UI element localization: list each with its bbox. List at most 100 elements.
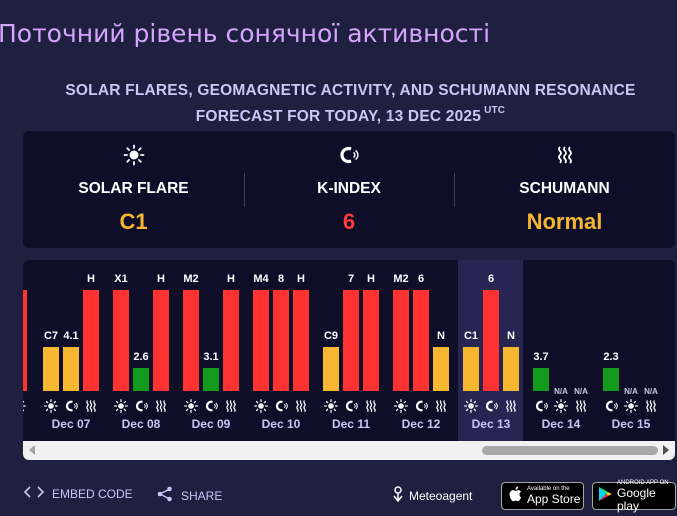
solar-flare-bar[interactable] bbox=[603, 368, 619, 391]
embed-code-button[interactable]: EMBED CODE bbox=[23, 486, 133, 501]
sun-icon bbox=[114, 399, 128, 413]
meteoagent-link[interactable]: Meteoagent bbox=[392, 486, 472, 505]
horizontal-scrollbar[interactable] bbox=[23, 441, 675, 460]
scroll-right-arrow-icon[interactable] bbox=[663, 445, 669, 455]
magnet-icon bbox=[534, 399, 548, 413]
solar-flare-bar[interactable] bbox=[463, 347, 479, 391]
bar-value-label: C7 bbox=[43, 330, 59, 342]
summary-divider bbox=[454, 173, 455, 207]
subtitle-line-1: SOLAR FLARES, GEOMAGNETIC ACTIVITY, AND … bbox=[65, 82, 636, 99]
solar-flare-bar[interactable] bbox=[113, 290, 129, 391]
bar-value-label: N/A bbox=[624, 387, 638, 396]
bar-value-label: 8 bbox=[277, 273, 285, 285]
meteoagent-brand: Meteoagent bbox=[409, 488, 473, 503]
subtitle-date: FORECAST FOR TODAY, 13 DEC 2025 bbox=[195, 108, 482, 125]
bar-value-label: C9 bbox=[323, 330, 339, 342]
bar-value-label: H bbox=[87, 273, 95, 285]
schumann-wave-icon bbox=[224, 399, 238, 413]
schumann-wave-icon bbox=[294, 399, 308, 413]
magnet-icon bbox=[484, 399, 498, 413]
bar-value-label: H bbox=[297, 273, 305, 285]
sun-icon bbox=[394, 399, 408, 413]
sun-icon bbox=[23, 399, 26, 413]
solar-flare-bar[interactable] bbox=[183, 290, 199, 391]
google-play-badge[interactable]: ANDROID APP ON Google play bbox=[592, 480, 676, 513]
k-index-bar[interactable] bbox=[203, 368, 219, 391]
summary-label: SCHUMANN bbox=[519, 180, 610, 197]
summary-value: C1 bbox=[119, 209, 148, 234]
solar-flare-bar[interactable] bbox=[253, 290, 269, 391]
apple-icon bbox=[508, 485, 522, 507]
bar-value-label: H bbox=[157, 273, 165, 285]
sun-icon bbox=[254, 399, 268, 413]
schumann-wave-icon bbox=[644, 399, 658, 413]
sun-icon bbox=[554, 399, 568, 413]
summary-k-index: K-INDEX 6 bbox=[244, 131, 454, 248]
bar-value-label: 2.6 bbox=[133, 351, 149, 363]
k-index-bar[interactable] bbox=[343, 290, 359, 391]
embed-code-label: EMBED CODE bbox=[52, 486, 133, 501]
solar-flare-bar[interactable] bbox=[323, 347, 339, 391]
solar-flare-bar[interactable] bbox=[533, 368, 549, 391]
bar-value-label: C1 bbox=[463, 330, 479, 342]
meteoagent-logo-icon bbox=[392, 486, 404, 505]
schumann-bar[interactable] bbox=[223, 290, 239, 391]
magnet-icon bbox=[344, 399, 358, 413]
day-date-label: Dec 12 bbox=[401, 417, 441, 431]
sun-icon bbox=[464, 399, 478, 413]
summary-label: K-INDEX bbox=[317, 180, 381, 197]
k-index-bar[interactable] bbox=[273, 290, 289, 391]
schumann-wave-icon bbox=[454, 144, 675, 166]
k-index-bar[interactable] bbox=[133, 368, 149, 391]
bar-value-label: N/A bbox=[644, 387, 658, 396]
app-store-text: App Store bbox=[527, 492, 581, 506]
app-store-badge[interactable]: Available on the App Store bbox=[501, 482, 584, 510]
subtitle-line-2: FORECAST FOR TODAY, 13 DEC 2025 UTC bbox=[24, 101, 677, 127]
k-index-bar[interactable] bbox=[413, 290, 429, 391]
day-date-label: Dec 08 bbox=[121, 417, 161, 431]
summary-panel: SOLAR FLARE C1 K-INDEX 6 SCHUMANN Normal bbox=[23, 131, 675, 248]
schumann-wave-icon bbox=[364, 399, 378, 413]
bar-value-label: 3.1 bbox=[203, 351, 219, 363]
bar-value-label: 3.7 bbox=[533, 351, 549, 363]
bar-value-label: H bbox=[367, 273, 375, 285]
bar-value-label: 7 bbox=[347, 273, 355, 285]
code-brackets-icon bbox=[23, 486, 45, 501]
schumann-bar[interactable] bbox=[293, 290, 309, 391]
k-index-bar[interactable] bbox=[483, 290, 499, 391]
bar-value-label: H bbox=[227, 273, 235, 285]
forecast-chart[interactable]: C7 4.1 H Dec 07 X1 2.6 H Dec 08 M2 3.1 H Dec 09 M4 8 H… bbox=[23, 260, 675, 460]
share-icon bbox=[157, 486, 173, 505]
share-button[interactable]: SHARE bbox=[157, 486, 222, 505]
google-play-text: Google play bbox=[617, 485, 656, 513]
schumann-bar[interactable] bbox=[433, 347, 449, 391]
day-date-label: Dec 14 bbox=[541, 417, 581, 431]
schumann-bar[interactable] bbox=[503, 347, 519, 391]
solar-flare-bar[interactable] bbox=[23, 290, 27, 391]
k-index-bar[interactable] bbox=[63, 347, 79, 391]
scroll-thumb[interactable] bbox=[482, 446, 658, 455]
day-date-label: Dec 11 bbox=[331, 417, 371, 431]
bar-value-label: N/A bbox=[554, 387, 568, 396]
solar-flare-bar[interactable] bbox=[393, 290, 409, 391]
schumann-bar[interactable] bbox=[363, 290, 379, 391]
schumann-wave-icon bbox=[504, 399, 518, 413]
scroll-left-arrow-icon[interactable] bbox=[29, 445, 35, 455]
magnet-icon bbox=[134, 399, 148, 413]
forecast-subtitle: SOLAR FLARES, GEOMAGNETIC ACTIVITY, AND … bbox=[24, 81, 677, 127]
solar-flare-bar[interactable] bbox=[43, 347, 59, 391]
bar-value-label: N/A bbox=[574, 387, 588, 396]
sun-icon bbox=[184, 399, 198, 413]
magnet-icon bbox=[204, 399, 218, 413]
bar-value-label: 4.1 bbox=[63, 330, 79, 342]
bar-value-label: 6 bbox=[417, 273, 425, 285]
summary-label: SOLAR FLARE bbox=[78, 180, 189, 197]
bar-value-label: M4 bbox=[253, 273, 269, 285]
schumann-wave-icon bbox=[434, 399, 448, 413]
schumann-bar[interactable] bbox=[153, 290, 169, 391]
subtitle-timezone: UTC bbox=[484, 105, 506, 116]
magnet-icon bbox=[414, 399, 428, 413]
sun-icon bbox=[23, 144, 244, 166]
schumann-wave-icon bbox=[84, 399, 98, 413]
schumann-bar[interactable] bbox=[83, 290, 99, 391]
